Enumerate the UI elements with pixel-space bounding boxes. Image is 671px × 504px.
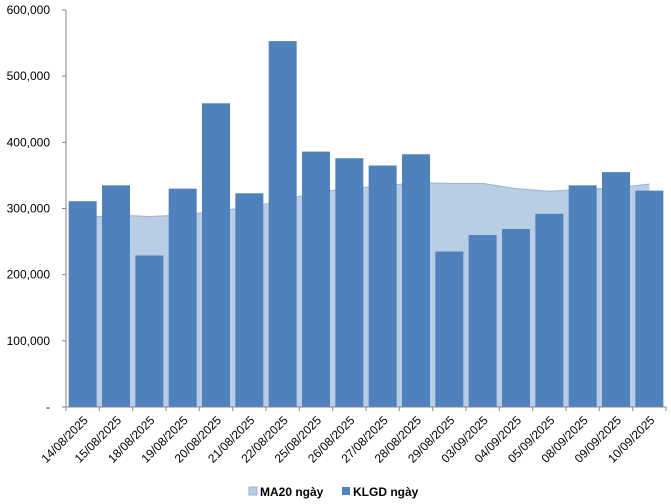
x-tick-labels: 14/08/202515/08/202518/08/202519/08/2025… <box>38 413 657 466</box>
legend-swatch-klgd <box>342 487 350 495</box>
bar-25/08/2025 <box>302 151 330 407</box>
bar-08/09/2025 <box>568 185 597 407</box>
y-tick-label: 500,000 <box>7 69 51 83</box>
bar-22/08/2025 <box>268 41 297 408</box>
bar-28/08/2025 <box>402 154 430 407</box>
ma20-area-layer <box>82 182 650 407</box>
legend-swatch-ma20 <box>248 486 258 496</box>
bar-27/08/2025 <box>368 165 397 407</box>
legend: MA20 ngày KLGD ngày <box>248 485 419 499</box>
y-tick-label: 100,000 <box>7 334 51 348</box>
bar-26/08/2025 <box>335 158 364 407</box>
legend-label-klgd: KLGD ngày <box>353 485 419 499</box>
bar-15/08/2025 <box>102 185 130 407</box>
bar-21/08/2025 <box>235 193 264 407</box>
daily-volume-bars <box>68 41 664 408</box>
y-tick-label: 400,000 <box>7 135 51 149</box>
bar-29/08/2025 <box>435 251 464 407</box>
bar-20/08/2025 <box>202 103 230 408</box>
bar-03/09/2025 <box>468 234 497 407</box>
ma20-area-fill <box>82 182 650 407</box>
y-tick-label: 600,000 <box>7 3 51 17</box>
y-tick-label: - <box>46 400 50 414</box>
bar-18/08/2025 <box>135 255 164 407</box>
bar-19/08/2025 <box>168 188 197 407</box>
legend-label-ma20: MA20 ngày <box>260 485 324 499</box>
bar-04/09/2025 <box>502 229 530 407</box>
bar-05/09/2025 <box>535 213 564 407</box>
bar-10/09/2025 <box>635 190 664 407</box>
bar-09/09/2025 <box>602 172 630 407</box>
axes <box>62 9 667 411</box>
y-tick-label: 200,000 <box>7 268 51 282</box>
y-tick-label: 300,000 <box>7 202 51 216</box>
bar-14/08/2025 <box>68 201 97 407</box>
y-tick-labels: - 100,000 200,000 300,000 400,000 500,000 600,… <box>7 3 51 414</box>
